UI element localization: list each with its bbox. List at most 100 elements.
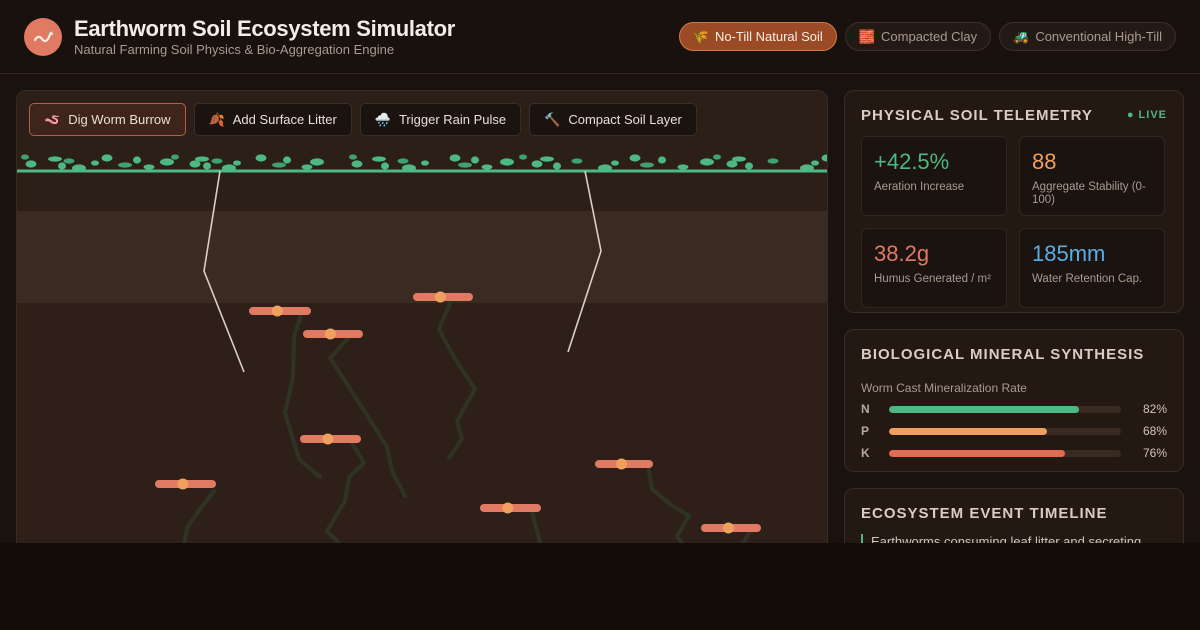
metric-humus-generated: 38.2g Humus Generated / m² — [861, 228, 1007, 308]
worm-icon — [33, 31, 54, 43]
litter-fragment — [283, 156, 291, 164]
dig-worm-burrow-button[interactable]: 🪱 Dig Worm Burrow — [29, 103, 186, 136]
simulation-toolbar: 🪱 Dig Worm Burrow 🍂 Add Surface Litter 🌧… — [29, 103, 697, 136]
litter-fragment — [63, 158, 75, 164]
bar-percent: 76% — [1142, 446, 1167, 460]
biological-mineral-synthesis-card: Biological Mineral Synthesis Worm Cast M… — [844, 329, 1184, 472]
litter-fragment — [91, 160, 99, 166]
soil-crack — [567, 170, 602, 353]
hammer-icon: 🔨 — [544, 111, 561, 127]
earthworm-clitellum — [502, 502, 514, 514]
earthworm-clitellum — [177, 478, 189, 490]
litter-fragment — [449, 154, 461, 162]
tab-no-till-natural-soil[interactable]: 🌾 No-Till Natural Soil — [678, 22, 837, 51]
soil-organic-band — [17, 211, 827, 303]
card-title: Ecosystem Event Timeline — [861, 505, 1108, 522]
physical-soil-telemetry-card: Physical Soil Telemetry ● LIVE +42.5% Ae… — [844, 90, 1184, 313]
litter-fragment — [713, 154, 721, 160]
earthworm-clitellum — [271, 305, 283, 317]
metric-label: Humus Generated / m² — [874, 273, 991, 285]
litter-fragment — [540, 156, 554, 162]
earthworm-clitellum — [434, 291, 446, 303]
soil-crack — [203, 170, 245, 373]
bar-fill — [889, 449, 1066, 457]
litter-fragment — [171, 154, 179, 160]
tab-conventional-high-till[interactable]: 🚜 Conventional High-Till — [999, 22, 1176, 51]
metric-value: 185mm — [1032, 241, 1106, 266]
litter-fragment — [301, 164, 313, 170]
litter-fragment — [160, 158, 174, 166]
metric-value: 88 — [1032, 149, 1057, 174]
litter-fragment — [481, 164, 493, 170]
bar-label: K — [861, 446, 870, 460]
litter-fragment — [203, 162, 211, 170]
button-label: Add Surface Litter — [232, 112, 337, 127]
earthworms — [155, 291, 761, 534]
worm-burrow — [283, 309, 322, 479]
bar-track — [889, 449, 1121, 457]
litter-fragment — [821, 154, 827, 162]
litter-fragment — [349, 154, 357, 160]
litter-fragment — [531, 160, 543, 168]
litter-fragment — [745, 162, 753, 170]
litter-fragment — [372, 156, 386, 162]
worm-burrow — [325, 441, 366, 543]
trigger-rain-pulse-button[interactable]: 🌧️ Trigger Rain Pulse — [359, 103, 522, 136]
litter-fragment — [310, 158, 324, 166]
button-label: Trigger Rain Pulse — [398, 112, 507, 127]
litter-fragment — [133, 156, 141, 164]
litter-fragment — [811, 160, 819, 166]
litter-fragment — [553, 162, 561, 170]
litter-fragment — [732, 156, 746, 162]
litter-fragment — [500, 158, 514, 166]
litter-fragment — [611, 160, 619, 166]
earthworm-clitellum — [722, 522, 734, 534]
timeline-event: Earthworms consuming leaf litter and sec… — [861, 534, 1167, 543]
litter-fragment — [519, 154, 527, 160]
litter-fragment — [143, 164, 155, 170]
earthworm-clitellum — [616, 458, 627, 470]
litter-fragment — [381, 162, 389, 170]
litter-fragment — [351, 160, 363, 168]
app-title: Earthworm Soil Ecosystem Simulator — [74, 16, 456, 41]
add-surface-litter-button[interactable]: 🍂 Add Surface Litter — [193, 103, 352, 136]
metric-water-retention: 185mm Water Retention Cap. — [1019, 228, 1165, 308]
mineral-bar-k: K 76% — [861, 442, 1167, 464]
worm-burrow — [646, 464, 691, 543]
metric-label: Aeration Increase — [874, 181, 965, 193]
app-viewport: Earthworm Soil Ecosystem Simulator Natur… — [0, 16, 1200, 543]
metric-value: 38.2g — [874, 241, 930, 266]
metric-label: Aggregate Stability (0-100) — [1032, 181, 1146, 206]
tractor-icon: 🚜 — [1013, 28, 1030, 44]
compact-soil-layer-button[interactable]: 🔨 Compact Soil Layer — [529, 103, 697, 136]
worm-burrow — [529, 506, 543, 543]
bar-track — [889, 405, 1121, 413]
litter-fragment — [571, 158, 583, 164]
litter-fragment — [471, 156, 479, 164]
mineral-bars: N 82% P 68% K 76% — [861, 398, 1167, 464]
rain-cloud-icon: 🌧️ — [374, 111, 391, 127]
litter-fragment — [397, 158, 409, 164]
telemetry-metrics: +42.5% Aeration Increase 88 Aggregate St… — [861, 136, 1167, 308]
litter-fragment — [233, 160, 241, 166]
litter-fragment — [58, 162, 66, 170]
litter-fragment — [211, 158, 223, 164]
bar-percent: 68% — [1142, 424, 1167, 438]
bar-fill — [889, 427, 1047, 435]
tab-compacted-clay[interactable]: 🧱 Compacted Clay — [844, 22, 992, 51]
soil-cross-section[interactable] — [17, 91, 828, 543]
bar-caption: Worm Cast Mineralization Rate — [861, 381, 1027, 395]
tab-label: Conventional High-Till — [1035, 29, 1162, 44]
soil-mode-tabs: 🌾 No-Till Natural Soil 🧱 Compacted Clay … — [678, 22, 1176, 51]
bar-label: N — [861, 402, 870, 416]
metric-value: +42.5% — [874, 149, 950, 174]
brick-icon: 🧱 — [858, 28, 876, 44]
litter-fragment — [272, 162, 286, 168]
worm-burrow — [182, 489, 216, 543]
soil-simulation-panel: 🪱 Dig Worm Burrow 🍂 Add Surface Litter 🌧… — [16, 90, 828, 543]
app-subtitle: Natural Farming Soil Physics & Bio-Aggre… — [74, 42, 395, 57]
litter-fragment — [195, 156, 209, 162]
litter-fragment — [629, 154, 641, 162]
button-label: Dig Worm Burrow — [68, 112, 171, 127]
